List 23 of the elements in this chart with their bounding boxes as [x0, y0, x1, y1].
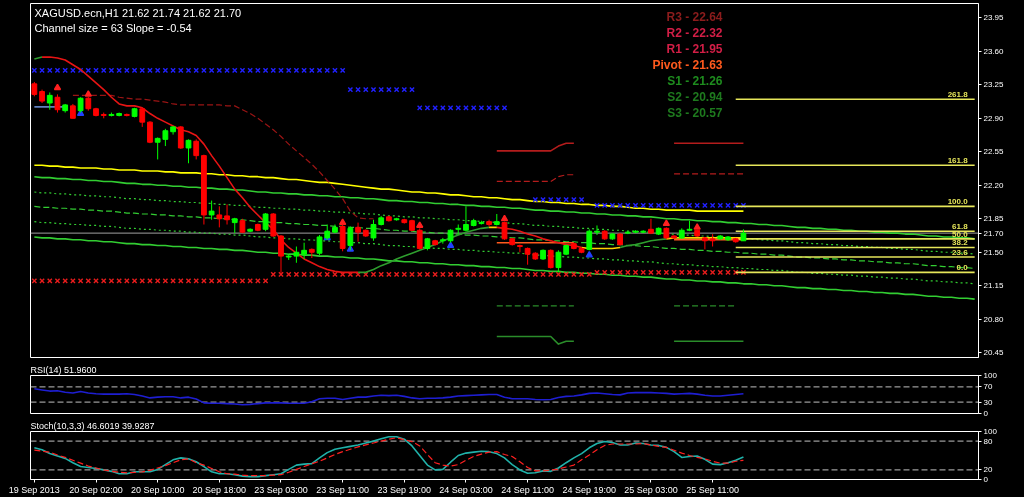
- y-tick-label: 80: [983, 436, 993, 446]
- x-tick-label: 20 Sep 18:00: [192, 484, 247, 495]
- x-tick-label: 25 Sep 03:00: [624, 484, 678, 495]
- x-tick-label: 23 Sep 03:00: [254, 484, 308, 495]
- y-tick-label: 30: [983, 397, 993, 407]
- y-tick-label: 20: [983, 465, 993, 475]
- y-tick-label: 100: [983, 371, 998, 380]
- y-tick-label: 70: [983, 382, 993, 392]
- chart-title: Stoch(10,3,3) 46.6019 39.9287: [30, 421, 155, 431]
- x-tick-label: 25 Sep 11:00: [686, 484, 740, 495]
- x-tick-label: 23 Sep 19:00: [377, 484, 432, 495]
- x-tick-label: 20 Sep 10:00: [130, 484, 185, 495]
- x-tick-label: 24 Sep 03:00: [439, 484, 493, 495]
- x-tick-label: 23 Sep 11:00: [316, 484, 370, 495]
- x-tick-label: 19 Sep 2013: [8, 484, 60, 495]
- x-tick-label: 24 Sep 11:00: [501, 484, 555, 495]
- chart-title: RSI(14) 51.9600: [30, 365, 97, 375]
- y-tick-label: 0: [983, 475, 989, 484]
- y-tick-label: 100: [983, 427, 998, 436]
- x-tick-label: 20 Sep 02:00: [69, 484, 123, 495]
- x-tick-label: 24 Sep 19:00: [562, 484, 617, 495]
- y-tick-label: 20.45: [983, 348, 1005, 358]
- y-tick-label: 0: [983, 409, 989, 418]
